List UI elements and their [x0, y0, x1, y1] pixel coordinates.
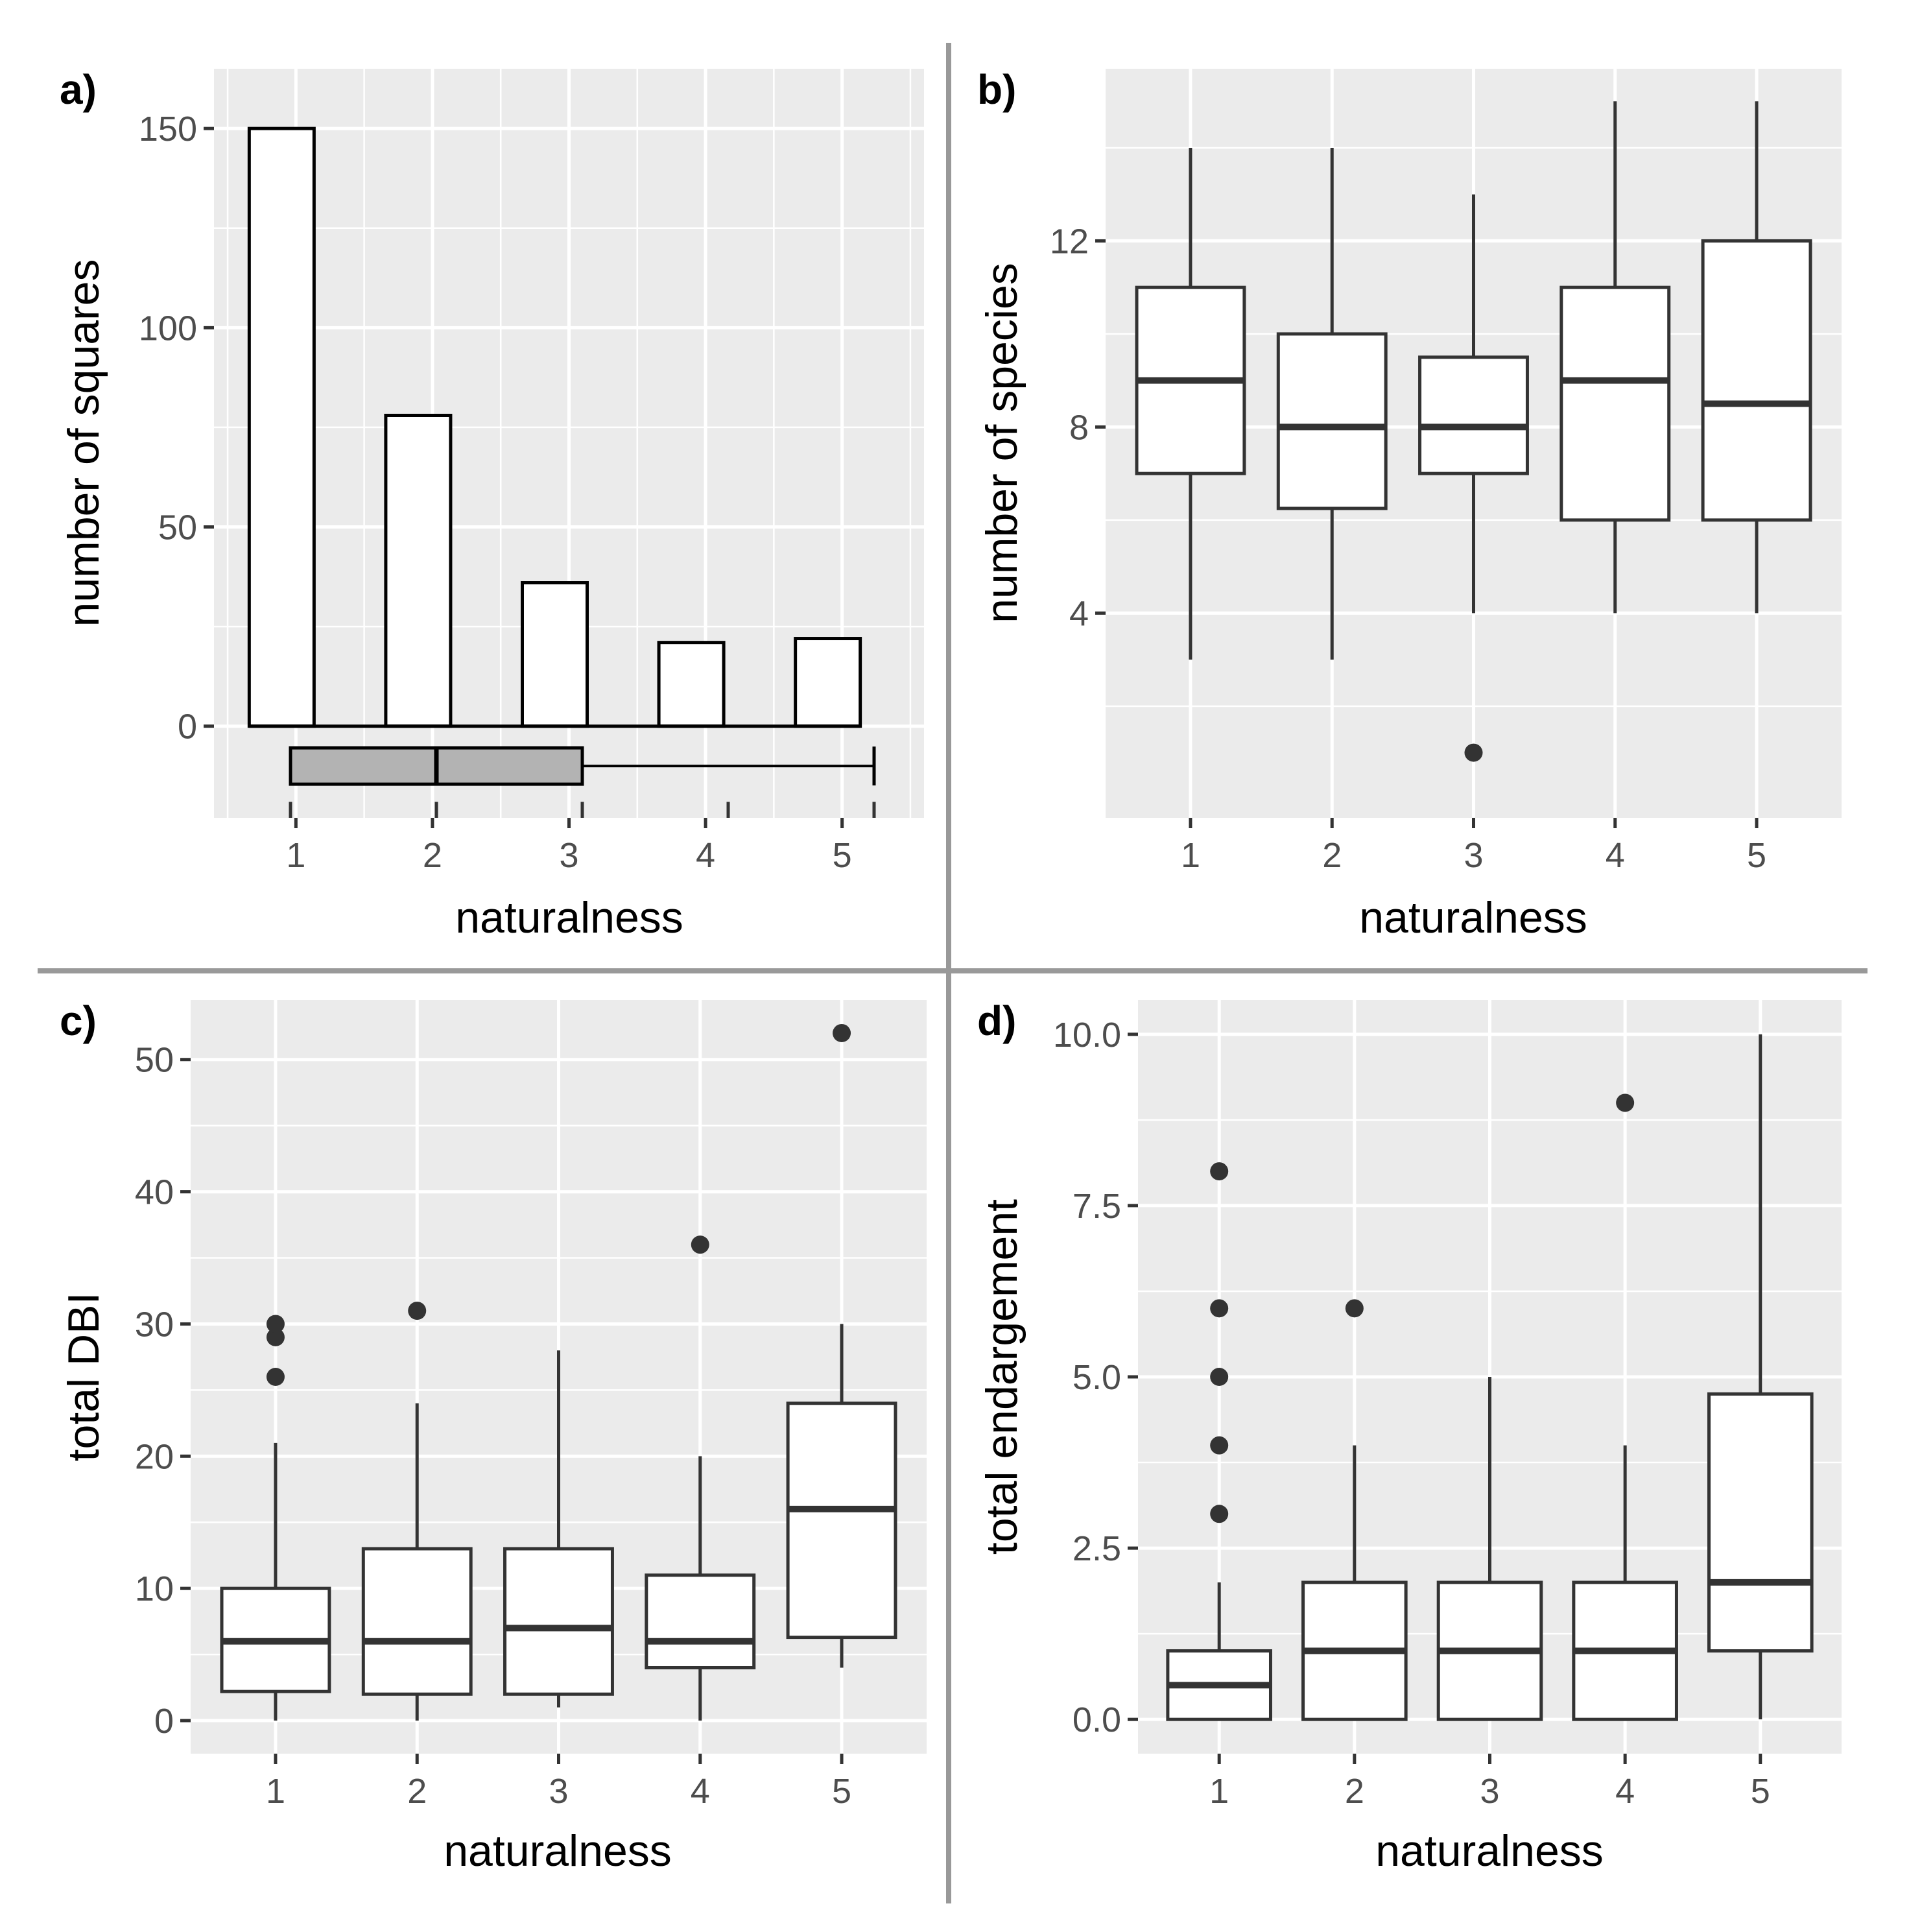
panel-d-x-tick-label: 2	[1345, 1772, 1364, 1811]
panel-a-bar-1	[247, 126, 316, 728]
panel-a-y-tick-label: 50	[158, 508, 197, 547]
panel-d-y-axis: 0.0 2.5 5.0 7.5 10.0	[1053, 1016, 1138, 1739]
panel-c-y-tick-label: 10	[135, 1569, 174, 1608]
panel-c-y-tick-label: 40	[135, 1173, 174, 1212]
panel-a-label: a)	[60, 66, 97, 113]
panel-c-y-tick-label: 30	[135, 1305, 174, 1344]
panel-a-y-tick-label: 0	[178, 708, 197, 746]
panel-d-boxplot: 0.0 2.5 5.0 7.5 10.0 1 2 3 4 5 d) naturalness to…	[977, 997, 1842, 1876]
panel-b-x-tick-label: 1	[1181, 836, 1200, 875]
panel-d-y-tick-label: 2.5	[1073, 1529, 1121, 1568]
panel-d-outlier-1	[1210, 1368, 1229, 1386]
panel-c-x-tick-label: 1	[266, 1772, 285, 1811]
panel-c-y-tick-label: 50	[135, 1041, 174, 1080]
panel-c-boxplot: 0 10 20 30 40 50 1 2 3 4 5 c) naturalness total D…	[59, 997, 927, 1876]
panel-d-box-5	[1707, 1392, 1814, 1653]
panel-b-y-tick-label: 4	[1069, 594, 1089, 633]
panel-b-y-axis: 4 8 12	[1050, 222, 1106, 633]
panel-b-y-axis-title: number of species	[977, 263, 1026, 623]
panel-b-x-axis: 1 2 3 4 5	[1181, 818, 1766, 875]
panel-c-y-axis: 0 10 20 30 40 50	[135, 1041, 191, 1741]
panel-d-x-tick-label: 4	[1615, 1772, 1635, 1811]
panel-b-box-5	[1701, 239, 1812, 522]
panel-b-box-2	[1276, 332, 1388, 510]
panel-b-outlier-3	[1464, 743, 1483, 762]
panel-a-x-tick-label: 5	[833, 836, 852, 875]
panel-c-x-tick-label: 4	[691, 1772, 710, 1811]
panel-c-x-axis: 1 2 3 4 5	[266, 1754, 851, 1811]
panel-c-marks	[220, 1023, 897, 1721]
panel-c-x-tick-label: 2	[407, 1772, 427, 1811]
panel-b-x-tick-label: 4	[1606, 836, 1625, 875]
panel-a-x-axis-title: naturalness	[455, 893, 683, 942]
panel-d-x-tick-label: 5	[1751, 1772, 1770, 1811]
panel-a-bar-4	[657, 641, 726, 728]
panel-a-x-tick-label: 4	[696, 836, 715, 875]
panel-a-x-tick-label: 3	[559, 836, 578, 875]
panel-a-y-axis-title: number of squares	[59, 259, 108, 627]
panel-c-y-tick-label: 20	[135, 1437, 174, 1476]
panel-a-bar-3	[521, 581, 589, 728]
panel-d-outlier-1	[1210, 1505, 1229, 1523]
panel-d-y-tick-label: 0.0	[1073, 1700, 1121, 1739]
panel-d-outlier-1	[1210, 1436, 1229, 1455]
panel-c-outlier-5	[833, 1023, 851, 1042]
panel-b-box-4	[1559, 285, 1671, 522]
panel-c-outlier-4	[691, 1235, 709, 1254]
panel-d-marks	[1166, 1034, 1814, 1721]
panel-d-outlier-4	[1616, 1093, 1635, 1112]
panel-a-x-tick-label: 1	[286, 836, 305, 875]
panel-d-outlier-1	[1210, 1162, 1229, 1181]
panel-c-x-tick-label: 5	[832, 1772, 851, 1811]
panel-d-x-tick-label: 1	[1209, 1772, 1229, 1811]
panel-c-box-5	[786, 1401, 897, 1640]
panel-c-y-axis-title: total DBI	[59, 1293, 108, 1462]
panel-d-x-tick-label: 3	[1480, 1772, 1499, 1811]
panel-b-label: b)	[977, 66, 1016, 113]
panel-b-marks	[1135, 101, 1812, 762]
panel-c-x-tick-label: 3	[549, 1772, 568, 1811]
panel-d-y-axis-title: total endargement	[977, 1199, 1026, 1555]
panel-c-label: c)	[60, 997, 97, 1044]
panel-c-box-3	[503, 1547, 614, 1696]
panel-a-y-tick-label: 100	[139, 309, 197, 348]
panel-b-x-tick-label: 2	[1322, 836, 1342, 875]
panel-c-x-axis-title: naturalness	[444, 1826, 672, 1876]
panel-d-y-tick-label: 7.5	[1073, 1187, 1121, 1226]
panel-b-x-tick-label: 5	[1747, 836, 1766, 875]
panel-c-outlier-1	[266, 1315, 285, 1333]
panel-c-outlier-2	[408, 1302, 427, 1320]
panel-d-label: d)	[977, 997, 1016, 1044]
panel-c-outlier-1	[266, 1328, 285, 1346]
panel-a-y-axis: 0 50 100 150	[139, 110, 214, 746]
panel-b-x-tick-label: 3	[1464, 836, 1483, 875]
panel-a-y-tick-label: 150	[139, 110, 197, 149]
panel-c-y-tick-label: 0	[154, 1702, 174, 1741]
panel-d-x-axis-title: naturalness	[1375, 1826, 1604, 1876]
panel-d-y-tick-label: 10.0	[1053, 1016, 1121, 1055]
panel-d-outlier-2	[1345, 1299, 1364, 1318]
panel-a-x-tick-label: 2	[423, 836, 442, 875]
panel-a-histogram: 0 50 100 150 1 2 3 4 5 a) naturalness number of…	[59, 66, 924, 942]
panel-c-outlier-1	[266, 1368, 285, 1386]
panel-c-box-4	[645, 1573, 756, 1669]
panel-d-y-tick-label: 5.0	[1073, 1358, 1121, 1397]
panel-a-x-axis: 1 2 3 4 5	[286, 818, 852, 875]
panel-b-box-3	[1418, 355, 1529, 475]
panel-a-bar-5	[794, 637, 862, 728]
panel-d-x-axis: 1 2 3 4 5	[1209, 1754, 1770, 1811]
panel-a-marks	[247, 126, 876, 818]
panel-c-box-2	[361, 1547, 473, 1696]
panel-b-y-tick-label: 8	[1069, 408, 1089, 447]
panel-a-bar-2	[384, 413, 453, 728]
panel-b-x-axis-title: naturalness	[1359, 893, 1587, 942]
panel-d-outlier-1	[1210, 1299, 1229, 1318]
panel-b-y-tick-label: 12	[1050, 222, 1089, 261]
